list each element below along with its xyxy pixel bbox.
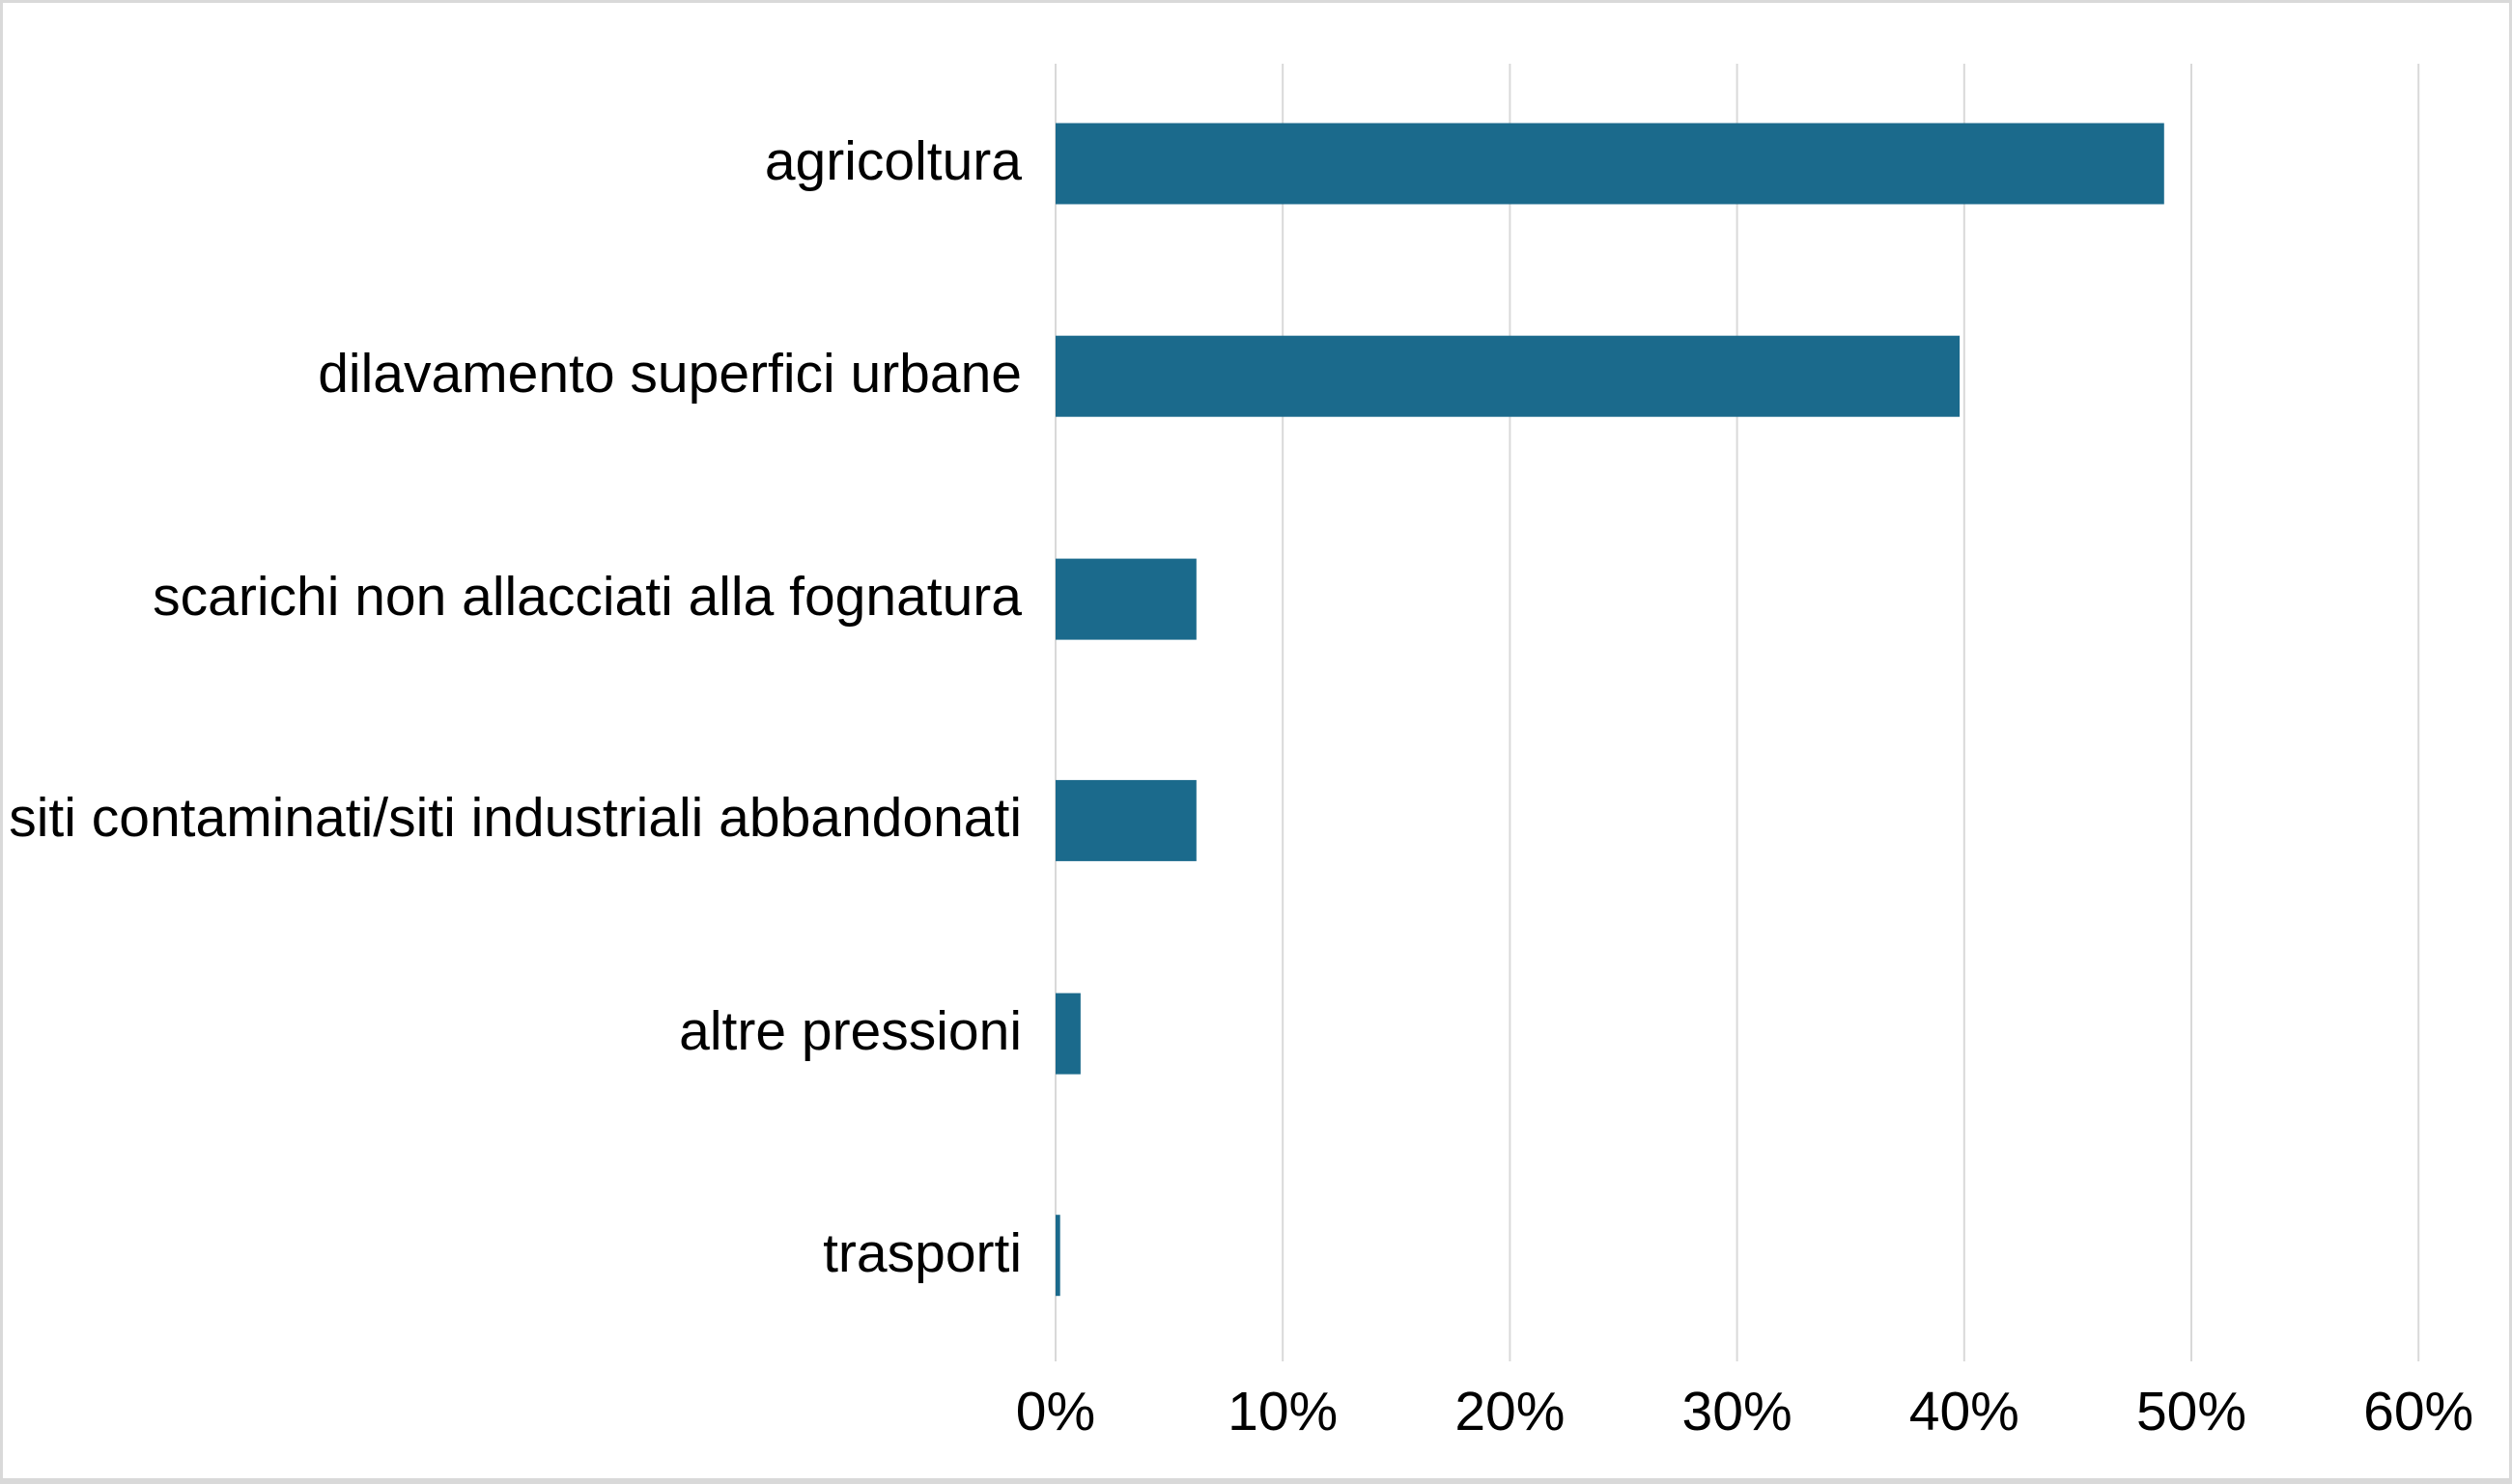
svg-text:altre pressioni: altre pressioni	[679, 1000, 1022, 1062]
svg-text:dilavamento superfici urbane: dilavamento superfici urbane	[318, 343, 1022, 405]
svg-text:trasporti: trasporti	[823, 1222, 1022, 1284]
svg-text:siti contaminati/siti industri: siti contaminati/siti industriali abband…	[9, 787, 1022, 849]
svg-text:50%: 50%	[2136, 1381, 2246, 1442]
svg-text:0%: 0%	[1016, 1381, 1095, 1442]
svg-text:30%: 30%	[1682, 1381, 1792, 1442]
svg-text:40%: 40%	[1909, 1381, 2019, 1442]
svg-text:scarichi non allacciati alla f: scarichi non allacciati alla fognatura	[153, 566, 1022, 628]
svg-text:20%: 20%	[1454, 1381, 1565, 1442]
svg-text:agricoltura: agricoltura	[765, 130, 1022, 192]
svg-text:10%: 10%	[1228, 1381, 1338, 1442]
svg-text:60%: 60%	[2363, 1381, 2473, 1442]
